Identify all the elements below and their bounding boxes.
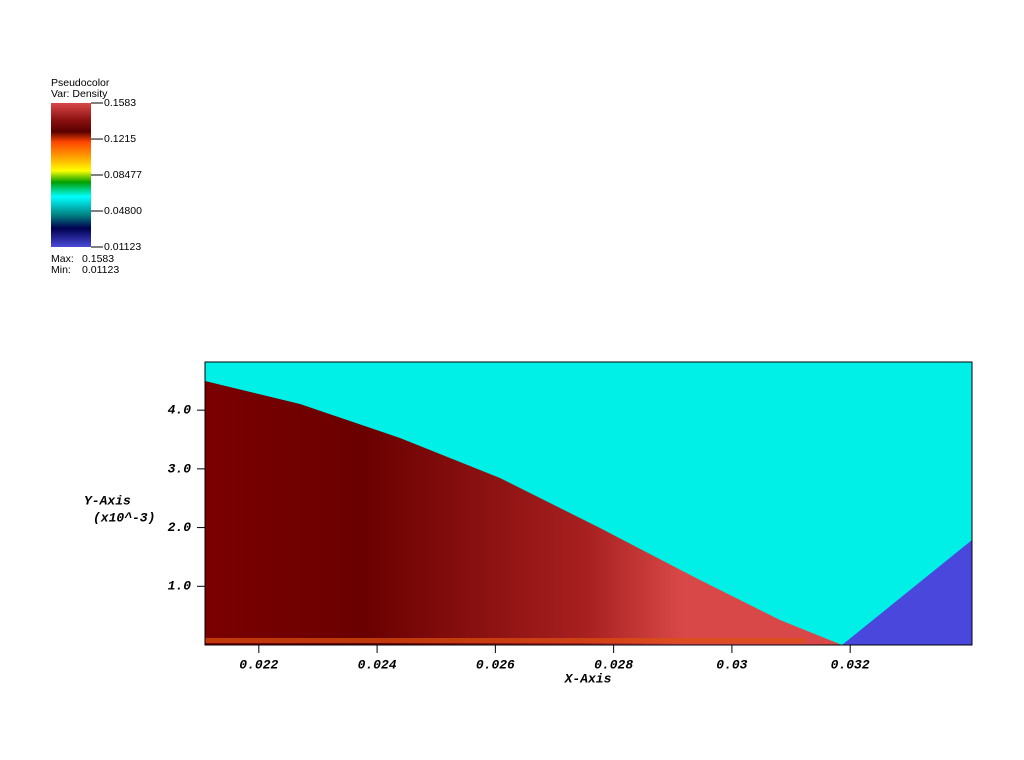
colorbar-tick-label: 0.1583 [104,97,136,109]
plot-frame [204,361,973,646]
x-tick-label: 0.028 [594,657,633,672]
min-label: Min: [51,264,71,276]
y-tick-label: 1.0 [168,579,192,594]
colorbar [51,103,91,247]
max-value: 0.1583 [82,253,114,265]
legend-var: Var: Density [51,88,108,100]
y-axis-title: Y-Axis [84,493,131,508]
colorbar-tick-label: 0.08477 [104,169,142,181]
x-tick-label: 0.026 [476,657,515,672]
x-tick-label: 0.032 [831,657,870,672]
min-value: 0.01123 [82,264,119,276]
x-axis-title: X-Axis [564,671,612,686]
y-axis-units: (x10^-3) [93,510,155,525]
x-tick-label: 0.03 [716,657,747,672]
colorbar-tick-label: 0.04800 [104,205,142,217]
legend-title: Pseudocolor [51,77,110,89]
max-label: Max: [51,253,74,265]
colorbar-tick-label: 0.01123 [104,241,141,253]
field [205,362,972,645]
region-shocked [205,381,842,645]
x-tick-label: 0.024 [358,657,397,672]
region-reflected [842,540,972,645]
y-tick-label: 2.0 [168,520,192,535]
colorbar-tick-label: 0.1215 [104,133,136,145]
region-wall [205,638,805,643]
y-tick-label: 4.0 [168,403,192,418]
x-tick-label: 0.022 [239,657,278,672]
y-tick-label: 3.0 [168,461,192,476]
